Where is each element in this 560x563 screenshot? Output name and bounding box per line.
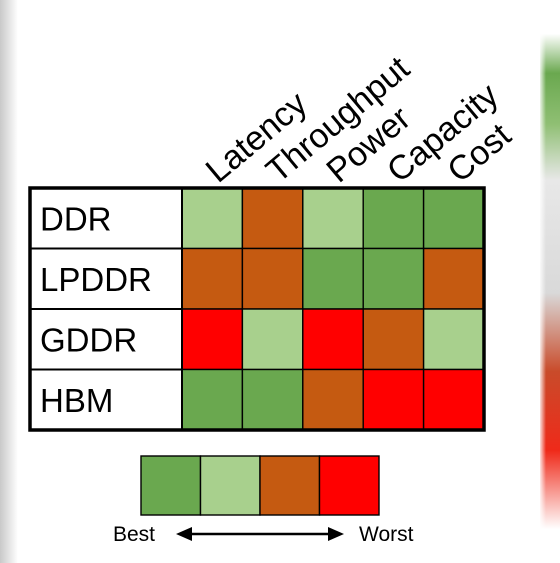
color-legend: Best Worst: [113, 455, 414, 546]
row-label-hbm: HBM: [40, 382, 113, 419]
adjacent-slide-edge-shade: [540, 0, 546, 563]
cell-gddr-power: [302, 308, 364, 371]
row-label-ddr: DDR: [40, 200, 112, 237]
cell-hbm-power: [302, 368, 364, 431]
legend-arrow-left-head: [176, 527, 192, 541]
cell-gddr-latency: [181, 308, 244, 371]
cell-hbm-throughput: [241, 368, 304, 431]
cell-hbm-latency: [181, 368, 244, 431]
cell-ddr-capacity: [362, 187, 425, 250]
cell-lpddr-cost: [422, 247, 485, 310]
cell-lpddr-latency: [181, 247, 244, 310]
cell-ddr-power: [302, 187, 364, 250]
legend-worst-label: Worst: [359, 523, 414, 546]
row-label-lpddr: LPDDR: [40, 261, 152, 298]
cell-ddr-latency: [181, 187, 244, 250]
legend-best-label: Best: [113, 523, 155, 546]
legend-swatch-rank-1: [140, 455, 202, 516]
heatmap-cells: [181, 187, 485, 431]
cell-ddr-cost: [422, 187, 485, 250]
legend-arrow-right-head: [328, 527, 344, 541]
cell-gddr-cost: [422, 308, 485, 371]
cell-gddr-throughput: [241, 308, 304, 371]
row-labels: DDR LPDDR GDDR HBM: [40, 200, 152, 419]
legend-swatches: [140, 455, 380, 516]
table-grid: [28, 186, 486, 432]
cell-ddr-throughput: [241, 187, 304, 250]
legend-swatch-rank-3: [259, 455, 321, 516]
cell-hbm-capacity: [362, 368, 425, 431]
cell-lpddr-capacity: [362, 247, 425, 310]
cell-gddr-capacity: [362, 308, 425, 371]
cell-lpddr-power: [302, 247, 364, 310]
legend-range-arrow: [176, 527, 344, 541]
row-label-gddr: GDDR: [40, 321, 137, 358]
legend-swatch-rank-2: [199, 455, 261, 516]
left-edge-shadow: [0, 0, 18, 563]
cell-hbm-cost: [422, 368, 485, 431]
table-border: [28, 186, 486, 432]
legend-swatch-rank-4: [318, 455, 380, 516]
cell-lpddr-throughput: [241, 247, 304, 310]
